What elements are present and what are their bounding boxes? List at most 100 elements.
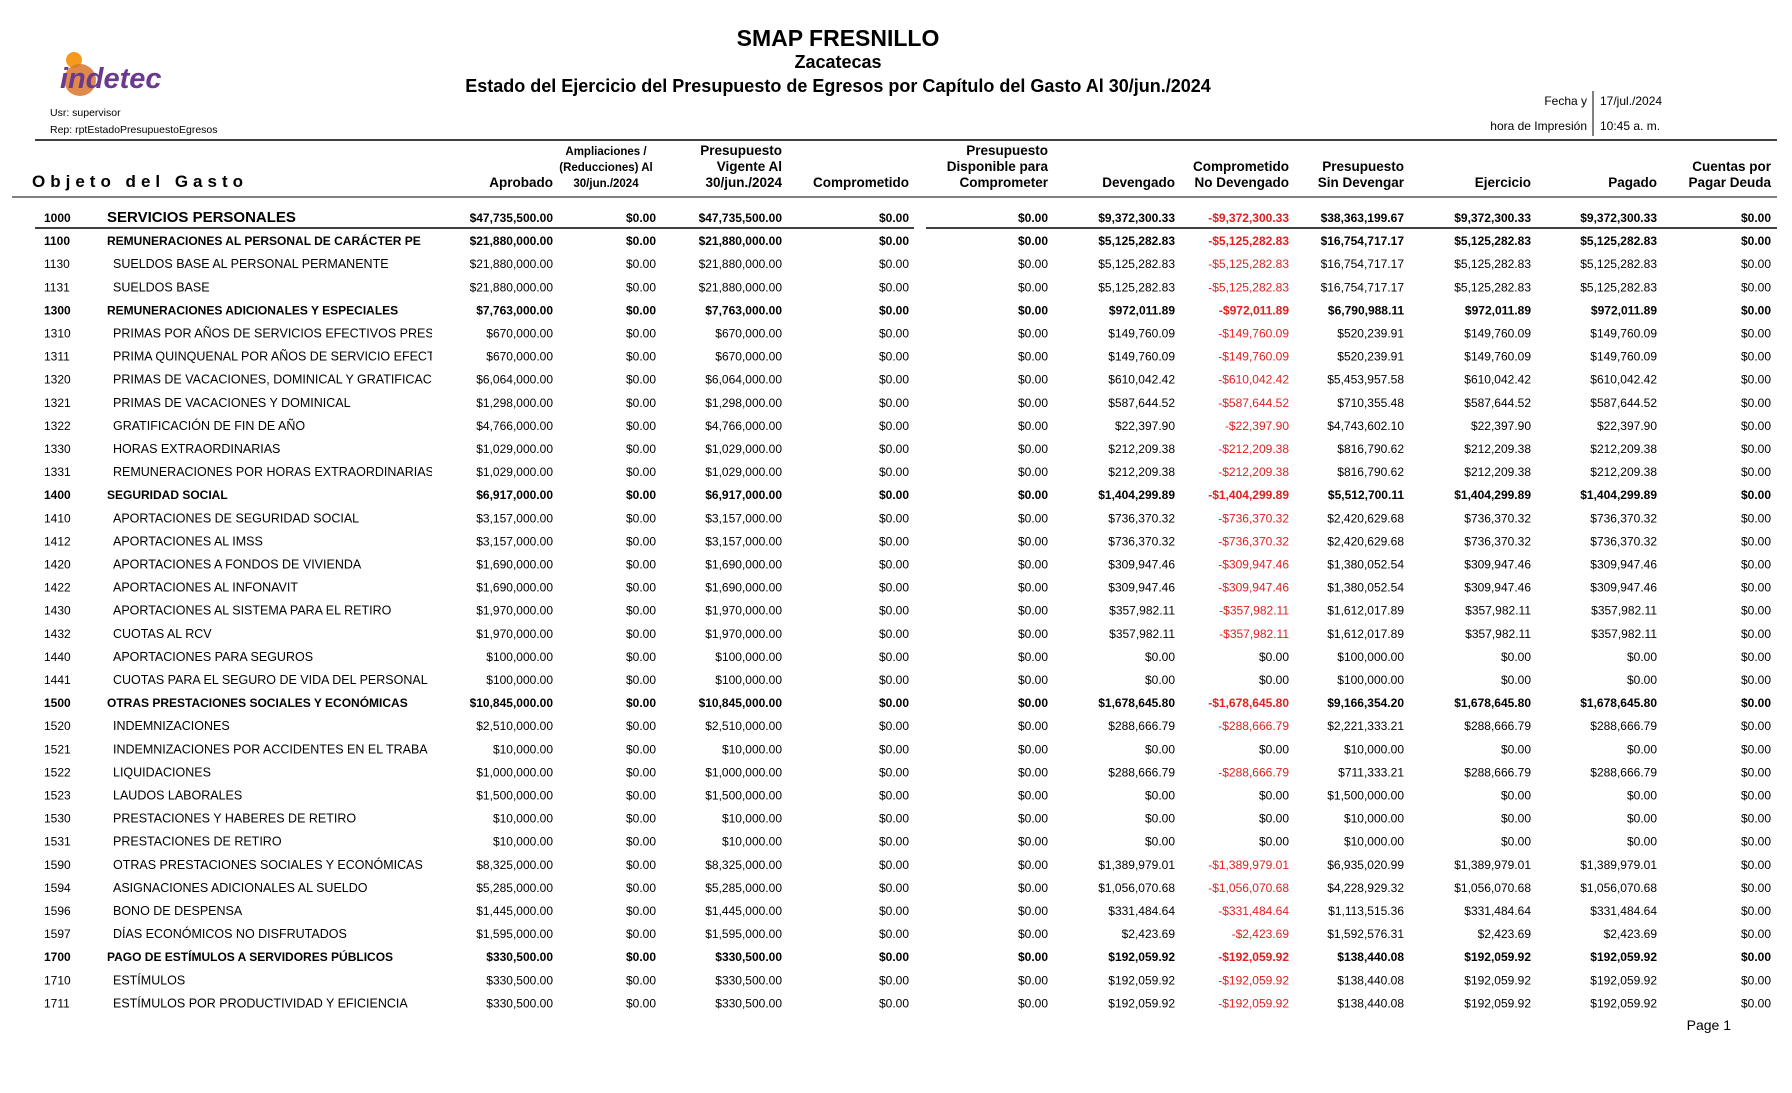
amount: $6,064,000.00 <box>476 373 553 387</box>
amount: $10,000.00 <box>1344 742 1404 756</box>
amount: $5,285,000.00 <box>705 881 782 895</box>
amount: $0.00 <box>1018 350 1048 364</box>
amount: $9,166,354.20 <box>1327 696 1404 710</box>
amount: $0.00 <box>879 419 909 433</box>
amount: $0.00 <box>1018 488 1048 502</box>
amount: -$1,056,070.68 <box>1208 881 1289 895</box>
amount: $1,612,017.89 <box>1327 604 1404 618</box>
account-name: APORTACIONES AL IMSS <box>113 534 263 548</box>
account-code: 1331 <box>44 465 71 479</box>
amount: $0.00 <box>1741 419 1771 433</box>
account-code: 1300 <box>44 303 71 317</box>
amount: $520,239.91 <box>1337 350 1404 364</box>
amount: $0.00 <box>879 280 909 294</box>
amount: $0.00 <box>626 789 656 803</box>
amount: $1,000,000.00 <box>476 765 553 779</box>
amount: $0.00 <box>1018 927 1048 941</box>
account-code: 1420 <box>44 558 71 572</box>
amount: $0.00 <box>1018 765 1048 779</box>
amount: $0.00 <box>1145 742 1175 756</box>
amount: $0.00 <box>626 812 656 826</box>
column-header: 30/jun./2024 <box>705 175 782 190</box>
amount: $0.00 <box>879 881 909 895</box>
amount: $10,000.00 <box>493 742 553 756</box>
amount: $0.00 <box>1741 280 1771 294</box>
account-name: PRIMAS POR AÑOS DE SERVICIOS EFECTIVOS P… <box>113 327 434 341</box>
amount: $0.00 <box>626 927 656 941</box>
amount: $0.00 <box>1741 396 1771 410</box>
amount: $0.00 <box>1741 742 1771 756</box>
amount: $1,690,000.00 <box>705 558 782 572</box>
amount: -$972,011.89 <box>1219 303 1289 317</box>
column-header: Aprobado <box>489 175 553 190</box>
amount: $212,209.38 <box>1108 442 1175 456</box>
amount: $0.00 <box>1741 558 1771 572</box>
amount: -$288,666.79 <box>1218 765 1289 779</box>
account-code: 1321 <box>44 396 71 410</box>
amount: $0.00 <box>626 511 656 525</box>
amount: $0.00 <box>1018 604 1048 618</box>
amount: $0.00 <box>626 280 656 294</box>
amount: $0.00 <box>1627 673 1657 687</box>
amount: $0.00 <box>626 303 656 317</box>
amount: $0.00 <box>879 673 909 687</box>
amount: $0.00 <box>1501 650 1531 664</box>
amount: $0.00 <box>879 950 909 964</box>
amount: -$22,397.90 <box>1225 419 1289 433</box>
amount: $816,790.62 <box>1337 442 1404 456</box>
amount: $736,370.32 <box>1590 511 1657 525</box>
account-name: INDEMNIZACIONES POR ACCIDENTES EN EL TRA… <box>113 742 428 756</box>
amount: $0.00 <box>626 627 656 641</box>
amount: $330,500.00 <box>715 950 782 964</box>
amount: $0.00 <box>1741 996 1771 1010</box>
report-org: SMAP FRESNILLO <box>737 25 940 51</box>
amount: $0.00 <box>1018 419 1048 433</box>
amount: $5,125,282.83 <box>1454 234 1531 248</box>
account-name: APORTACIONES PARA SEGUROS <box>113 650 313 664</box>
amount: $0.00 <box>1259 812 1289 826</box>
amount: $0.00 <box>1627 650 1657 664</box>
logo-ball <box>64 64 96 96</box>
amount: -$192,059.92 <box>1218 950 1289 964</box>
amount: $0.00 <box>1627 812 1657 826</box>
account-name: SUELDOS BASE <box>113 280 210 294</box>
amount: $4,228,929.32 <box>1327 881 1404 895</box>
amount: $0.00 <box>1018 373 1048 387</box>
account-name: ESTÍMULOS POR PRODUCTIVIDAD Y EFICIENCIA <box>113 995 408 1010</box>
amount: $1,445,000.00 <box>476 904 553 918</box>
amount: $0.00 <box>879 257 909 271</box>
account-code: 1400 <box>44 488 71 502</box>
amount: $0.00 <box>879 904 909 918</box>
amount: -$309,947.46 <box>1218 558 1289 572</box>
amount: $0.00 <box>879 534 909 548</box>
amount: $0.00 <box>1741 719 1771 733</box>
amount: $0.00 <box>626 950 656 964</box>
amount: $0.00 <box>1741 973 1771 987</box>
first-column-header: Objeto del Gasto <box>32 172 248 191</box>
amount: $972,011.89 <box>1591 303 1657 317</box>
amount: $711,333.21 <box>1338 765 1404 779</box>
amount: $0.00 <box>1145 789 1175 803</box>
column-header: Pagado <box>1608 175 1657 190</box>
account-code: 1441 <box>44 673 71 687</box>
amount: $0.00 <box>1741 789 1771 803</box>
account-code: 1432 <box>44 627 71 641</box>
amount: $9,372,300.33 <box>1454 211 1531 225</box>
amount: $331,484.64 <box>1108 904 1175 918</box>
amount: $0.00 <box>1501 812 1531 826</box>
amount: $0.00 <box>1018 234 1048 248</box>
amount: $5,125,282.83 <box>1454 280 1531 294</box>
amount: $1,298,000.00 <box>705 396 782 410</box>
amount: $0.00 <box>1741 373 1771 387</box>
account-name: PRIMAS DE VACACIONES Y DOMINICAL <box>113 396 351 410</box>
amount: $331,484.64 <box>1464 904 1531 918</box>
column-header: Comprometer <box>959 175 1048 190</box>
amount: $288,666.79 <box>1590 719 1657 733</box>
amount: $1,678,645.80 <box>1454 696 1531 710</box>
amount: -$5,125,282.83 <box>1208 234 1289 248</box>
amount: $0.00 <box>1018 719 1048 733</box>
amount: $0.00 <box>1741 765 1771 779</box>
account-name: DÍAS ECONÓMICOS NO DISFRUTADOS <box>113 926 347 941</box>
amount: $212,209.38 <box>1464 465 1531 479</box>
amount: $0.00 <box>879 396 909 410</box>
